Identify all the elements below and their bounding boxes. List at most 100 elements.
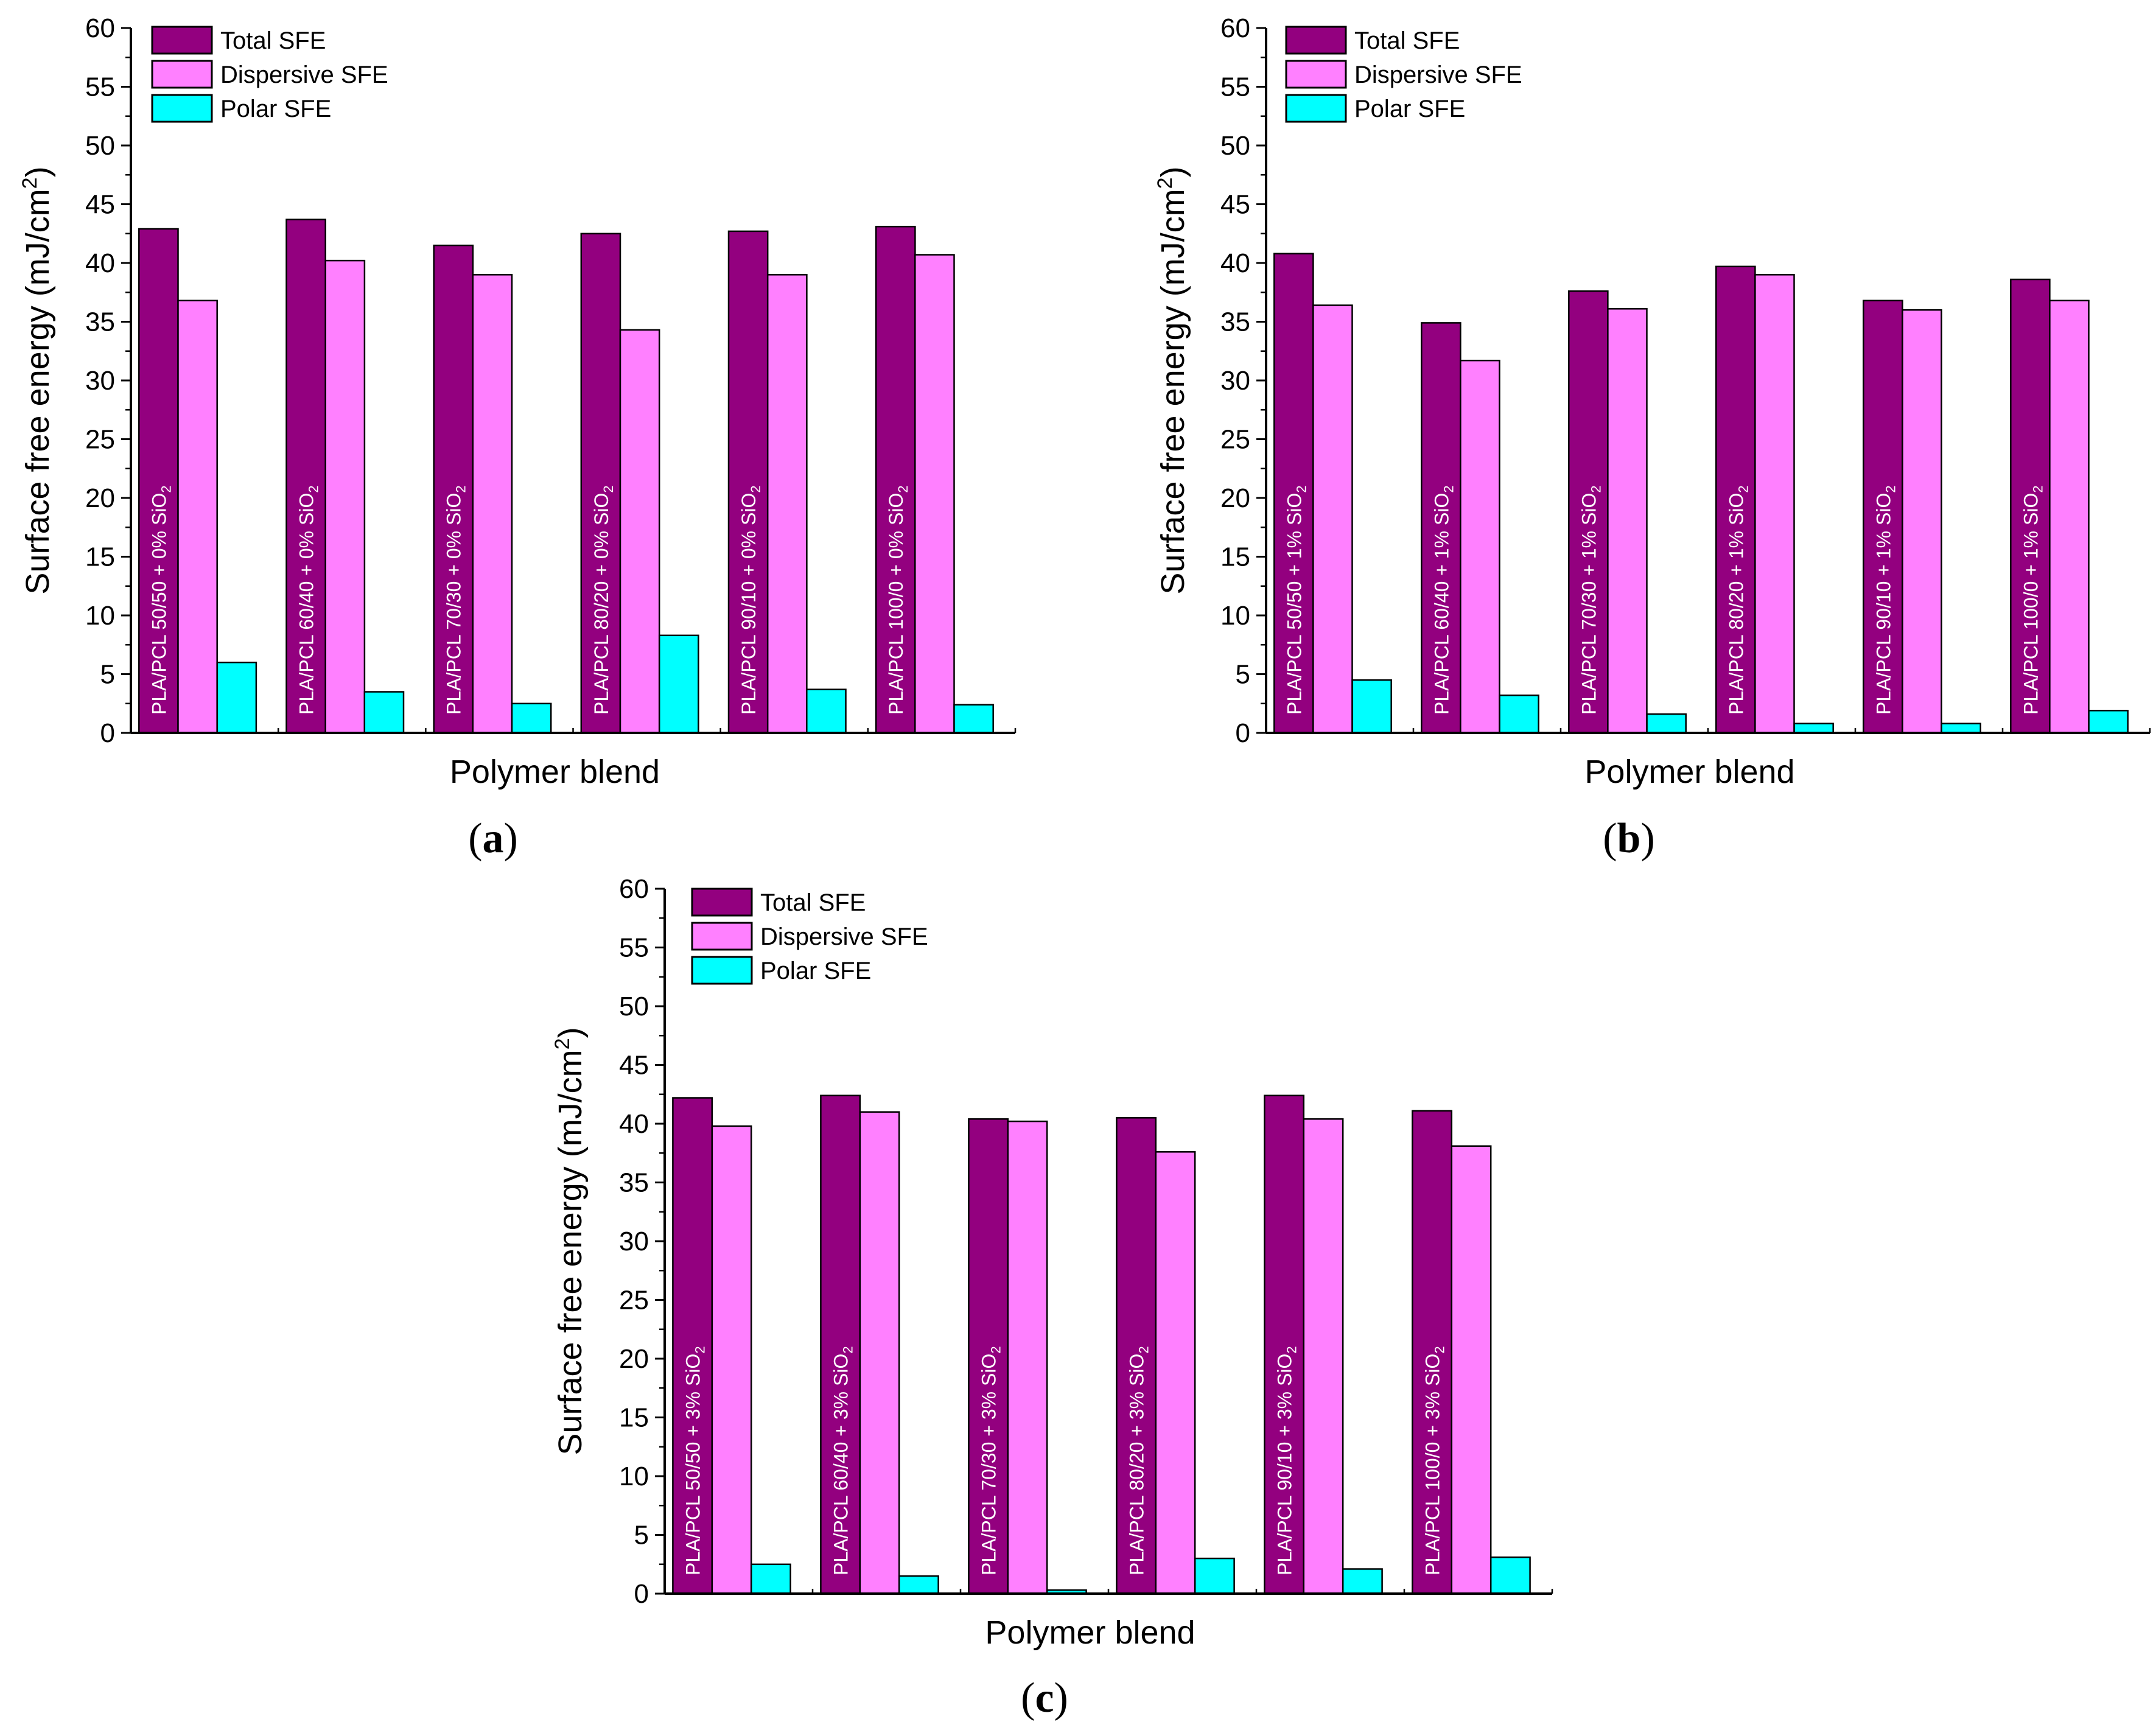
y-tick-label: 45 <box>1220 190 1250 220</box>
panel-label: (a) <box>468 815 518 862</box>
y-tick-label: 40 <box>1220 248 1250 278</box>
legend-label-2: Dispersive SFE <box>220 61 388 88</box>
bar-dispersive-sfe-3 <box>472 274 513 734</box>
y-tick-label: 0 <box>100 718 115 748</box>
legend-label-2: Dispersive SFE <box>760 923 928 950</box>
category-label-1: PLA/PCL 50/50 + 0% SiO2 <box>148 485 173 715</box>
bar-polar-sfe-3 <box>511 702 552 734</box>
x-axis-title: Polymer blend <box>1584 754 1794 790</box>
legend-swatch-3 <box>1285 94 1347 123</box>
bar-dispersive-sfe-4 <box>1155 1151 1196 1595</box>
panel-b: PLA/PCL 50/50 + 1% SiO2 PLA/PCL 60/40 + 1… <box>1153 13 2151 862</box>
bar-polar-sfe-5 <box>1342 1568 1383 1595</box>
y-tick-label: 40 <box>85 248 115 278</box>
y-tick-label: 35 <box>85 307 115 337</box>
bar-total-sfe-6 <box>875 225 916 734</box>
legend-label-1: Total SFE <box>1354 27 1460 54</box>
y-tick-label: 30 <box>85 366 115 396</box>
bar-dispersive-sfe-2 <box>324 259 366 734</box>
bar-dispersive-sfe-4 <box>1754 274 1795 734</box>
y-tick-label: 20 <box>619 1344 649 1374</box>
bar-polar-sfe-2 <box>363 691 405 734</box>
bar-total-sfe-2 <box>1421 322 1461 734</box>
bar-dispersive-sfe-3 <box>1607 308 1648 734</box>
bar-dispersive-sfe-1 <box>1312 304 1353 734</box>
legend-label-3: Polar SFE <box>760 958 871 984</box>
y-tick-label: 10 <box>1220 601 1250 631</box>
category-label-2: PLA/PCL 60/40 + 3% SiO2 <box>830 1346 856 1575</box>
bar-polar-sfe-2 <box>1499 694 1539 734</box>
y-tick-label: 35 <box>619 1168 649 1198</box>
y-tick-label: 45 <box>619 1051 649 1080</box>
legend-swatch-3 <box>151 94 213 123</box>
category-label-1: PLA/PCL 50/50 + 1% SiO2 <box>1283 485 1309 715</box>
legend-label-2: Dispersive SFE <box>1354 61 1522 88</box>
bar-total-sfe-3 <box>433 244 474 734</box>
category-label-5: PLA/PCL 90/10 + 0% SiO2 <box>738 485 763 715</box>
y-tick-label: 30 <box>1220 366 1250 396</box>
y-tick-label: 5 <box>634 1521 649 1550</box>
y-tick-label: 20 <box>85 483 115 513</box>
category-label-3: PLA/PCL 70/30 + 0% SiO2 <box>443 485 469 715</box>
bar-polar-sfe-4 <box>1793 723 1834 734</box>
y-tick-label: 25 <box>1220 425 1250 455</box>
y-axis-title: Surface free energy (mJ/cm2) <box>18 166 56 594</box>
y-tick-label: 30 <box>619 1227 649 1256</box>
y-tick-label: 50 <box>1220 131 1250 161</box>
bar-polar-sfe-4 <box>658 634 699 734</box>
y-tick-label: 50 <box>619 992 649 1021</box>
bar-dispersive-sfe-5 <box>1902 309 1942 734</box>
category-label-6: PLA/PCL 100/0 + 3% SiO2 <box>1422 1346 1447 1575</box>
category-label-5: PLA/PCL 90/10 + 3% SiO2 <box>1274 1346 1300 1575</box>
legend-label-3: Polar SFE <box>220 96 331 122</box>
bar-dispersive-sfe-2 <box>1460 359 1500 734</box>
category-label-2: PLA/PCL 60/40 + 1% SiO2 <box>1430 485 1456 715</box>
bar-total-sfe-6 <box>2010 278 2051 734</box>
y-tick-label: 15 <box>1220 542 1250 572</box>
bar-total-sfe-2 <box>285 219 326 734</box>
panel-c: PLA/PCL 50/50 + 3% SiO2 PLA/PCL 60/40 + 3… <box>551 874 1553 1721</box>
bar-dispersive-sfe-5 <box>766 274 808 734</box>
bar-dispersive-sfe-1 <box>177 299 218 734</box>
bar-dispersive-sfe-6 <box>2049 299 2090 734</box>
y-tick-label: 55 <box>85 72 115 102</box>
bar-total-sfe-4 <box>1715 265 1756 734</box>
y-tick-label: 40 <box>619 1109 649 1139</box>
legend-swatch-1 <box>151 26 213 55</box>
panel-a: PLA/PCL 50/50 + 0% SiO2 PLA/PCL 60/40 + 0… <box>18 13 1017 862</box>
bar-total-sfe-3 <box>968 1118 1009 1595</box>
category-label-3: PLA/PCL 70/30 + 3% SiO2 <box>978 1346 1004 1575</box>
bar-dispersive-sfe-6 <box>914 254 955 734</box>
y-tick-label: 35 <box>1220 307 1250 337</box>
y-axis-title: Surface free energy (mJ/cm2) <box>551 1027 589 1455</box>
category-label-2: PLA/PCL 60/40 + 0% SiO2 <box>296 485 321 715</box>
legend-label-1: Total SFE <box>760 889 866 916</box>
bar-total-sfe-5 <box>1863 299 1903 734</box>
legend-label-1: Total SFE <box>220 27 326 54</box>
category-label-6: PLA/PCL 100/0 + 0% SiO2 <box>885 485 911 715</box>
y-tick-label: 45 <box>85 190 115 220</box>
bar-polar-sfe-5 <box>806 688 847 734</box>
bar-polar-sfe-1 <box>750 1563 791 1595</box>
legend-swatch-2 <box>151 60 213 89</box>
y-tick-label: 5 <box>100 660 115 690</box>
bar-dispersive-sfe-5 <box>1303 1118 1344 1595</box>
legend-swatch-1 <box>691 888 753 917</box>
category-label-4: PLA/PCL 80/20 + 1% SiO2 <box>1725 485 1751 715</box>
bar-dispersive-sfe-2 <box>859 1111 900 1595</box>
y-tick-label: 5 <box>1236 660 1250 690</box>
y-tick-label: 10 <box>619 1462 649 1491</box>
panel-label: (b) <box>1603 815 1655 862</box>
bar-polar-sfe-5 <box>1941 723 1981 734</box>
legend-swatch-3 <box>691 956 753 985</box>
y-tick-label: 60 <box>619 874 649 904</box>
bar-dispersive-sfe-1 <box>711 1125 752 1595</box>
category-label-1: PLA/PCL 50/50 + 3% SiO2 <box>682 1346 708 1575</box>
bar-total-sfe-1 <box>138 228 179 734</box>
bar-polar-sfe-6 <box>953 704 994 734</box>
bar-polar-sfe-1 <box>216 661 257 734</box>
x-axis-title: Polymer blend <box>450 754 660 790</box>
y-tick-label: 10 <box>85 601 115 631</box>
y-tick-label: 25 <box>85 425 115 455</box>
